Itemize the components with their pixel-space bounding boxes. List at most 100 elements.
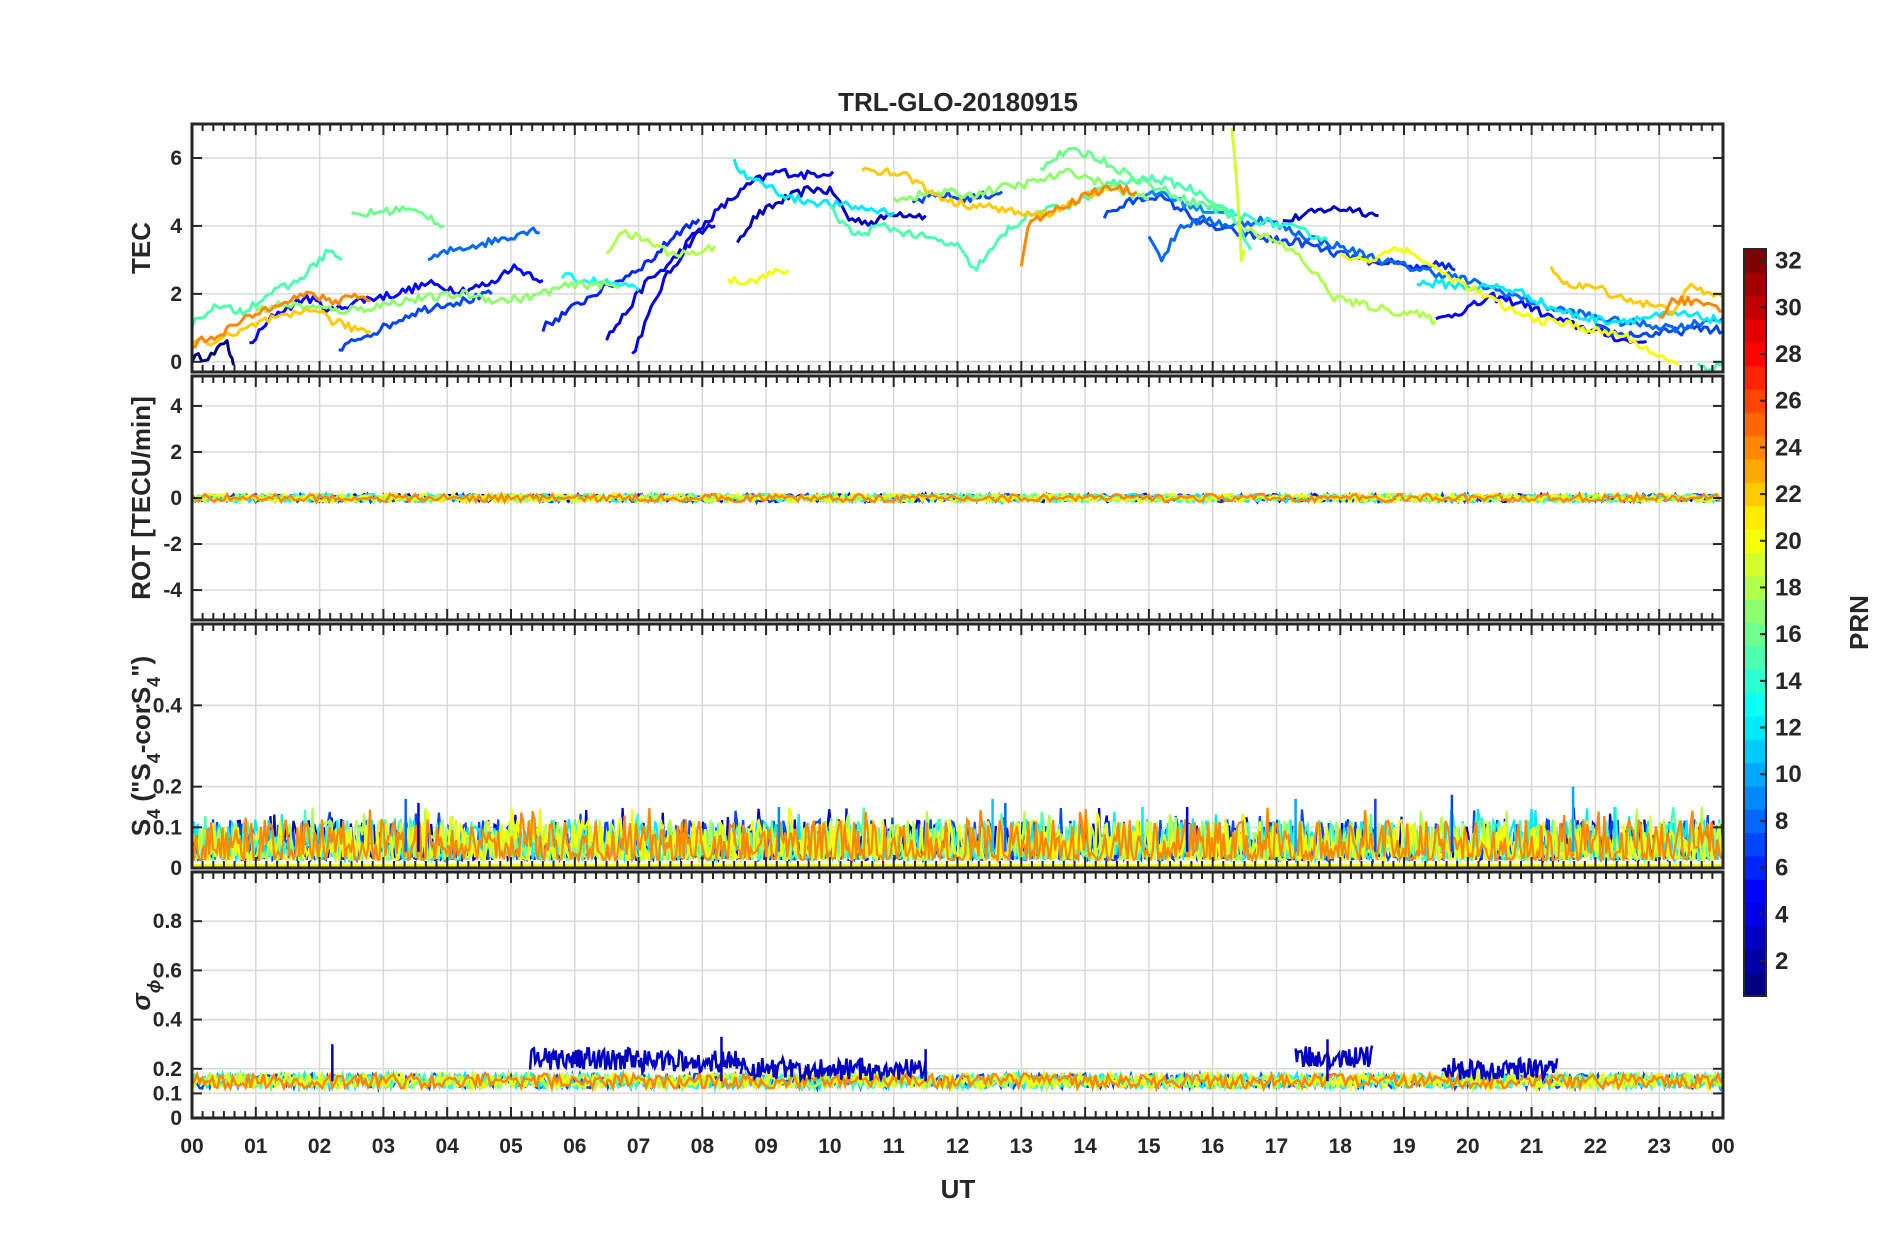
tec-series-prn-22	[192, 307, 372, 347]
y-tick-label: 2	[170, 283, 182, 306]
colorbar-tick-label: 2	[1775, 948, 1788, 975]
x-tick-label: 16	[1201, 1135, 1224, 1158]
colorbar-band	[1744, 459, 1766, 483]
tec-series-prn-12	[732, 158, 895, 218]
tec-series-prn-5	[249, 263, 544, 345]
colorbar-tick-label: 14	[1775, 668, 1802, 695]
colorbar-tick-label: 26	[1775, 388, 1802, 415]
chart-title: TRL-GLO-20180915	[838, 87, 1078, 117]
y-axis-label-tec: TEC	[126, 222, 156, 274]
colorbar-tick-label: 24	[1775, 434, 1802, 461]
tec-series-prn-1	[192, 339, 235, 366]
y-axis-label-sigma_phi: σϕ	[126, 980, 164, 1011]
x-tick-label: 00	[180, 1135, 203, 1158]
y-tick-label: 4	[170, 215, 182, 238]
colorbar-band	[1744, 249, 1766, 273]
sigma-series-prn-24	[192, 1069, 1723, 1093]
colorbar-tick-label: 10	[1775, 761, 1802, 788]
colorbar-tick-label: 8	[1775, 808, 1788, 835]
tec-series-prn-4	[605, 223, 716, 341]
colorbar-band	[1744, 902, 1766, 927]
colorbar-tick-label: 6	[1775, 855, 1788, 882]
x-tick-label: 04	[435, 1135, 459, 1158]
sigma-elevated-prn-3	[528, 1046, 640, 1071]
y-tick-label: 0.2	[153, 1058, 182, 1081]
x-tick-label: 12	[946, 1135, 969, 1158]
colorbar-tick-label: 20	[1775, 528, 1802, 555]
tec-series-prn-3	[1282, 205, 1379, 223]
tec-series-prn-7	[338, 289, 493, 352]
panel-tec: 0 2 4 6 TEC	[126, 122, 1725, 374]
x-tick-label: 05	[499, 1135, 523, 1158]
tec-series-prn-13	[560, 272, 640, 292]
x-tick-label: 08	[691, 1135, 715, 1158]
y-tick-label: 0.2	[153, 776, 182, 799]
tec-series-prn-19	[1230, 127, 1247, 262]
colorbar-band	[1744, 762, 1766, 787]
y-tick-label: 0	[170, 351, 182, 374]
x-tick-label: 13	[1010, 1135, 1033, 1158]
x-tick-label: 09	[754, 1135, 777, 1158]
x-ticks	[191, 376, 1724, 620]
y-axis-label-s4: S4 ("S4-corS4")	[126, 656, 164, 836]
sigma-elevated-prn-3	[739, 1053, 927, 1084]
tec-series-prn-24	[1019, 184, 1138, 267]
x-tick-label: 11	[883, 1135, 906, 1158]
x-ticks	[191, 872, 1724, 1118]
colorbar-band	[1744, 972, 1766, 997]
colorbar-band	[1744, 832, 1766, 857]
sigma-elevated-prn-3	[1294, 1045, 1374, 1071]
tec-series-prn-17	[254, 279, 620, 315]
colorbar-band	[1744, 879, 1766, 904]
x-tick-label: 10	[818, 1135, 841, 1158]
tec-series-prn-4	[631, 167, 835, 355]
x-tick-label: 19	[1392, 1135, 1415, 1158]
y-tick-label: -2	[163, 533, 182, 556]
tec-series-prn-22	[860, 166, 1106, 219]
x-tick-label: 01	[244, 1135, 268, 1158]
colorbar-tick-label: 12	[1775, 715, 1802, 742]
x-tick-label: 14	[1073, 1135, 1097, 1158]
y-tick-label: 4	[170, 395, 182, 418]
colorbar-band	[1744, 622, 1766, 647]
x-tick-label: 15	[1137, 1135, 1161, 1158]
panel-sigma_phi-data	[192, 1036, 1723, 1094]
x-tick-label: 20	[1456, 1135, 1479, 1158]
colorbar-band	[1744, 599, 1766, 623]
colorbar-tick-label: 32	[1775, 248, 1802, 275]
y-tick-label: 0.4	[153, 1009, 183, 1032]
colorbar-tick-label: 4	[1775, 901, 1789, 928]
colorbar-band	[1744, 272, 1766, 297]
panel-rot: -4 -2 0 2 4 ROT [TECU/min]	[126, 374, 1725, 622]
colorbar-band	[1744, 855, 1766, 880]
colorbar-tick-label: 28	[1775, 341, 1802, 368]
x-tick-label: 18	[1329, 1135, 1353, 1158]
colorbar-band	[1744, 739, 1766, 764]
x-tick-label: 23	[1648, 1135, 1671, 1158]
colorbar-band	[1744, 575, 1766, 600]
colorbar-band	[1744, 505, 1766, 530]
colorbar-band	[1744, 669, 1766, 694]
colorbar-band	[1744, 925, 1766, 950]
y-tick-label: 6	[170, 147, 182, 170]
tec-series-prn-15	[828, 174, 1253, 272]
y-tick-label: 0.1	[153, 1082, 183, 1105]
panel-sigma_phi: 00.10.2 0.4 0.6 0.8 σϕ 00 01 02 03 04 05 06 07 08 09 10…	[126, 870, 1735, 1158]
tec-series-prn-18	[605, 228, 717, 258]
tec-series-prn-14	[1205, 202, 1329, 242]
tec-series-prn-9	[1141, 189, 1226, 214]
y-tick-label: 0	[170, 1107, 182, 1130]
colorbar-tick-label: 30	[1775, 294, 1802, 321]
colorbar-band	[1744, 552, 1766, 577]
colorbar-band	[1744, 319, 1766, 343]
tec-series-prn-8	[427, 226, 540, 262]
tec-series-prn-18	[1243, 226, 1437, 326]
colorbar-band	[1744, 692, 1766, 717]
colorbar-tick-label: 16	[1775, 621, 1802, 648]
tec-series-prn-24	[1658, 295, 1723, 319]
x-tick-label: 06	[563, 1135, 586, 1158]
x-tick-label: 21	[1520, 1135, 1544, 1158]
tec-series-prn-22	[1549, 265, 1723, 317]
sigma-elevated-prn-3	[1441, 1056, 1559, 1084]
colorbar-band	[1744, 949, 1766, 974]
